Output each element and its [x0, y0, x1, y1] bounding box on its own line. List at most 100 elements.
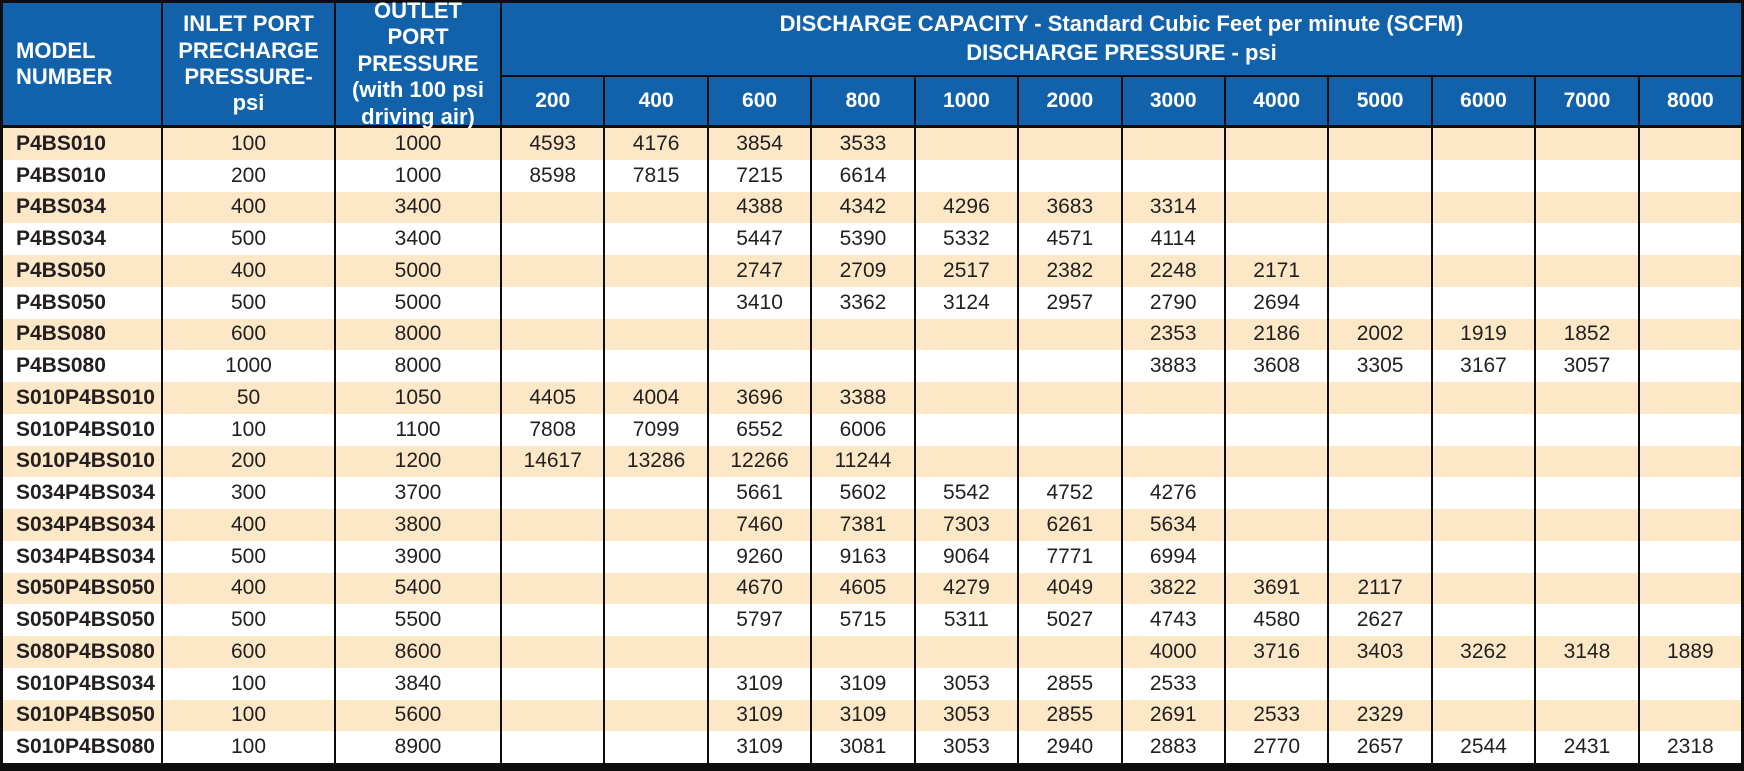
- value-cell: [1226, 128, 1330, 160]
- value-cell: [916, 382, 1020, 414]
- model-cell: S034P4BS034: [3, 540, 163, 573]
- value-cell: 5661: [709, 477, 813, 509]
- value-cell: [1329, 477, 1433, 509]
- inlet-cell: 500: [163, 223, 336, 255]
- value-cell: [1123, 413, 1226, 446]
- value-cell: 7771: [1019, 540, 1123, 573]
- value-cell: [1433, 509, 1537, 541]
- value-cell: [1433, 159, 1537, 192]
- pressure-column-header: 5000: [1329, 77, 1433, 125]
- value-cell: [605, 731, 709, 763]
- value-cell: [605, 572, 709, 605]
- inlet-cell: 400: [163, 572, 336, 605]
- inlet-cell: 1000: [163, 350, 336, 382]
- value-cell: [1640, 382, 1741, 414]
- value-cell: [709, 636, 813, 668]
- value-cell: [1329, 159, 1433, 192]
- value-cell: 6614: [812, 159, 916, 192]
- value-cell: [502, 636, 606, 668]
- value-cell: 6006: [812, 413, 916, 446]
- inlet-cell: 400: [163, 191, 336, 224]
- value-cell: [1640, 350, 1741, 382]
- value-cell: [1433, 699, 1537, 732]
- value-cell: [1640, 287, 1741, 319]
- value-cell: 4176: [605, 128, 709, 160]
- model-cell: S050P4BS050: [3, 604, 163, 636]
- value-cell: [1329, 286, 1433, 319]
- value-cell: 3053: [916, 699, 1020, 732]
- value-cell: [1226, 540, 1330, 573]
- value-cell: [812, 318, 916, 351]
- value-cell: [1640, 668, 1741, 700]
- value-cell: 4593: [502, 128, 606, 160]
- value-cell: [1019, 382, 1123, 414]
- value-cell: [1536, 477, 1640, 509]
- model-number-header-label: MODEL NUMBER: [16, 37, 113, 89]
- table-row: S080P4BS080 600 8600 4000 3716 3403 3262 3148 18…: [3, 636, 1741, 668]
- value-cell: [916, 350, 1020, 382]
- value-cell: [812, 350, 916, 382]
- value-cell: 5447: [709, 223, 813, 255]
- value-cell: [605, 286, 709, 319]
- value-cell: 12266: [709, 445, 813, 478]
- value-cell: 4571: [1019, 223, 1123, 255]
- table-row: S010P4BS010 50 1050 4405 4004 3696 3388: [3, 382, 1741, 414]
- value-cell: [605, 477, 709, 509]
- value-cell: 2883: [1123, 731, 1226, 763]
- pressure-column-header: 2000: [1019, 77, 1123, 125]
- value-cell: 6994: [1123, 540, 1226, 573]
- value-cell: 3314: [1123, 191, 1226, 224]
- value-cell: 2171: [1226, 255, 1330, 287]
- value-cell: 2627: [1329, 604, 1433, 636]
- value-cell: [1536, 413, 1640, 446]
- value-cell: [916, 159, 1020, 192]
- value-cell: 7099: [605, 413, 709, 446]
- table-row: S034P4BS034 500 3900 9260 9163 9064 7771 6994: [3, 540, 1741, 573]
- value-cell: 3053: [916, 731, 1020, 763]
- value-cell: 3822: [1123, 572, 1226, 605]
- model-cell: P4BS080: [3, 350, 163, 382]
- value-cell: [502, 667, 606, 700]
- value-cell: 2248: [1123, 255, 1226, 287]
- value-cell: 3109: [812, 667, 916, 700]
- value-cell: 7460: [709, 509, 813, 541]
- value-cell: 3608: [1226, 350, 1330, 382]
- value-cell: 2517: [916, 255, 1020, 287]
- value-cell: [605, 255, 709, 287]
- value-cell: [1433, 667, 1537, 700]
- model-cell: S034P4BS034: [3, 477, 163, 509]
- value-cell: 5390: [812, 223, 916, 255]
- value-cell: [1536, 382, 1640, 414]
- value-cell: 4670: [709, 572, 813, 605]
- value-cell: [1329, 191, 1433, 224]
- value-cell: [502, 191, 606, 224]
- value-cell: [1226, 509, 1330, 541]
- value-cell: 4296: [916, 191, 1020, 224]
- value-cell: 4388: [709, 191, 813, 224]
- outlet-cell: 8000: [336, 318, 502, 351]
- value-cell: [605, 667, 709, 700]
- value-cell: [502, 255, 606, 287]
- value-cell: 1889: [1666, 639, 1714, 663]
- table-row: S050P4BS050 500 5500 5797 5715 5311 5027 4743 45…: [3, 604, 1741, 636]
- value-cell: 5542: [916, 477, 1020, 509]
- value-cell: 1919: [1433, 318, 1537, 351]
- outlet-cell: 8000: [336, 350, 502, 382]
- discharge-title: DISCHARGE CAPACITY - Standard Cubic Feet…: [502, 3, 1741, 75]
- value-cell: 4743: [1123, 604, 1226, 636]
- value-cell: 3403: [1329, 636, 1433, 668]
- model-cell: S034P4BS034: [3, 509, 163, 541]
- value-cell: 2855: [1019, 699, 1123, 732]
- value-cell: 3533: [812, 128, 916, 160]
- value-cell: 2382: [1019, 255, 1123, 287]
- model-cell: P4BS010: [3, 128, 163, 160]
- value-cell: 9064: [916, 540, 1020, 573]
- table-row: S010P4BS050 100 5600 3109 3109 3053 2855 2691 25…: [3, 699, 1741, 732]
- value-cell: 2657: [1329, 731, 1433, 763]
- table-row: P4BS080 1000 8000 3883 3608 3305 3167 3057: [3, 350, 1741, 382]
- value-cell: 2957: [1019, 286, 1123, 319]
- value-cell: [1433, 572, 1537, 605]
- model-cell: P4BS034: [3, 191, 163, 224]
- value-cell: 2431: [1536, 731, 1640, 763]
- table-row: S050P4BS050 400 5400 4670 4605 4279 4049 3822 36…: [3, 572, 1741, 605]
